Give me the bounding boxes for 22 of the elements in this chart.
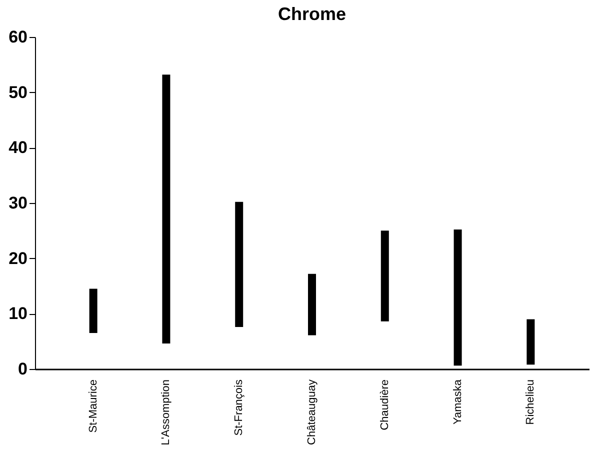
y-tick-label: 50 — [8, 82, 28, 102]
y-tick-label: 20 — [8, 248, 28, 268]
bar — [235, 202, 244, 327]
y-tick-label: 40 — [8, 138, 28, 158]
x-tick-label: Chaudière — [378, 380, 391, 430]
x-tick-label: St-Maurice — [87, 380, 100, 433]
bar — [89, 288, 98, 334]
x-tick-label: Yamaska — [452, 378, 464, 425]
x-tick-label: L'Assomption — [160, 380, 172, 446]
y-tick-label: 0 — [18, 360, 28, 378]
bar — [454, 230, 462, 366]
x-tick-label: Richelieu — [524, 380, 537, 425]
bar — [380, 230, 389, 322]
y-tick-label: 60 — [8, 28, 28, 46]
y-tick-label: 10 — [8, 304, 28, 324]
bar — [162, 74, 170, 344]
y-tick-label: 30 — [8, 194, 28, 212]
x-tick-label: St-François — [233, 379, 246, 436]
bar — [526, 319, 535, 365]
bar — [308, 274, 316, 336]
chart-title: Chrome — [278, 4, 346, 24]
x-tick-label: Châteauguay — [306, 379, 318, 445]
